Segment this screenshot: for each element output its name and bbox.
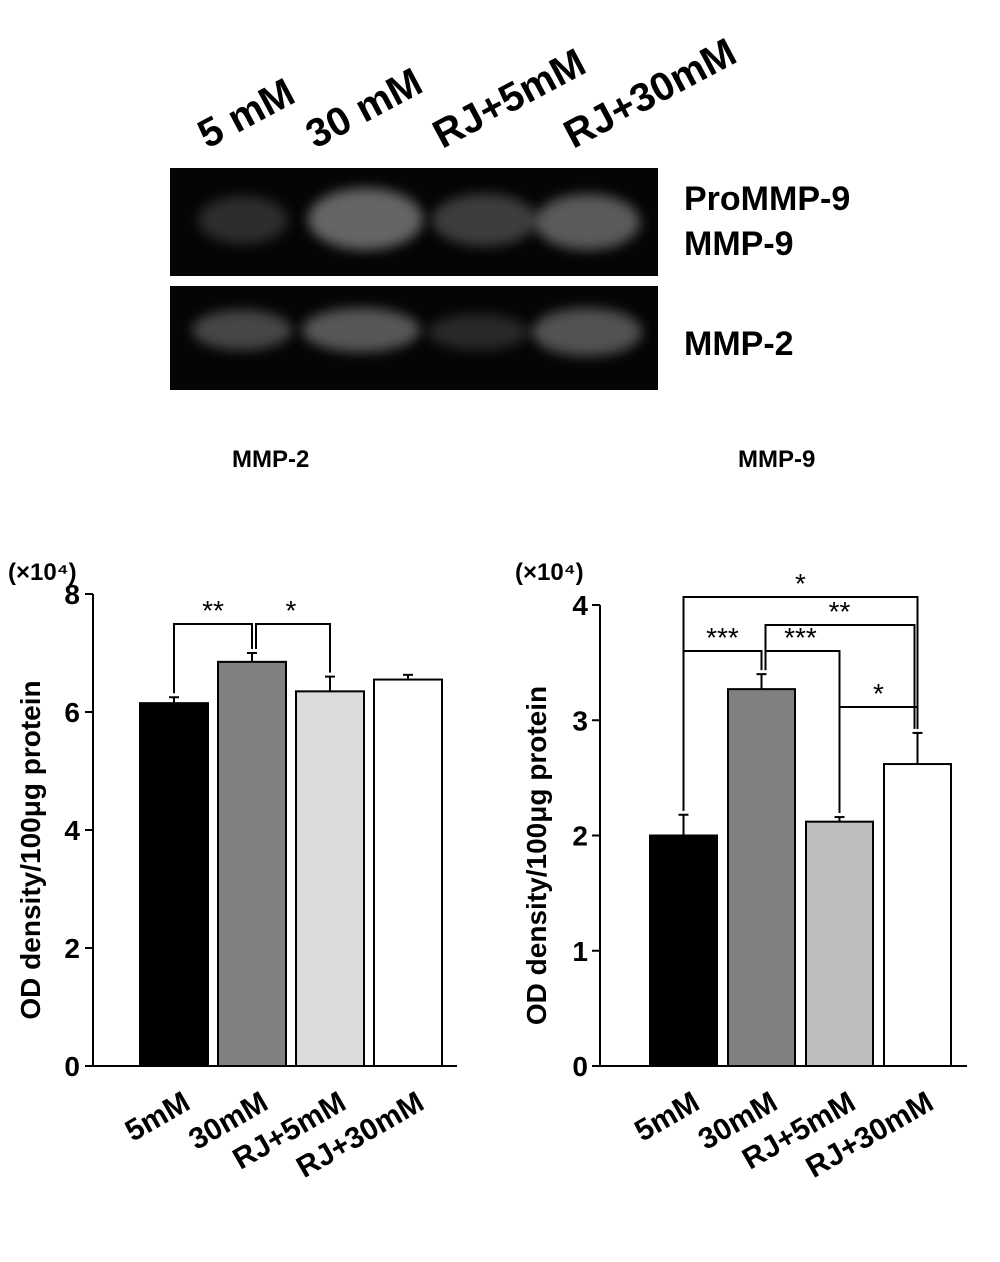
bar-RJ+30mM bbox=[883, 763, 952, 1067]
bar-30mM bbox=[217, 660, 287, 1067]
y-tick-label: 6 bbox=[64, 697, 80, 728]
gel-band bbox=[428, 314, 528, 350]
y-unit-label: (×10⁴) bbox=[8, 559, 77, 586]
significance-label: * bbox=[286, 595, 297, 626]
y-tick-label: 1 bbox=[572, 936, 588, 967]
bar-RJ+5mM bbox=[805, 820, 874, 1067]
significance-bracket bbox=[682, 650, 763, 811]
y-unit-label: (×10⁴) bbox=[515, 559, 584, 586]
gel-band bbox=[198, 196, 288, 244]
chart-title-mmp9: MMP-9 bbox=[738, 446, 816, 473]
y-tick-label: 8 bbox=[64, 579, 80, 610]
significance-label: *** bbox=[706, 622, 739, 653]
band-label-mmp2: MMP-2 bbox=[684, 325, 794, 363]
gel-band bbox=[308, 188, 423, 250]
bar-RJ+5mM bbox=[295, 690, 365, 1067]
significance-bracket bbox=[838, 706, 919, 814]
gel-band bbox=[192, 310, 292, 350]
significance-label: *** bbox=[784, 622, 817, 653]
gel-band bbox=[532, 308, 642, 356]
significance-label: ** bbox=[202, 595, 224, 626]
y-tick-label: 0 bbox=[572, 1051, 588, 1082]
y-tick-label: 4 bbox=[64, 815, 80, 846]
y-tick-label: 3 bbox=[572, 705, 588, 736]
y-tick-label: 2 bbox=[64, 933, 80, 964]
y-tick-label: 0 bbox=[64, 1051, 80, 1082]
significance-bracket bbox=[764, 624, 916, 729]
gel-band bbox=[432, 194, 537, 246]
y-tick-label: 4 bbox=[572, 590, 588, 621]
bar-30mM bbox=[727, 688, 796, 1067]
significance-bracket bbox=[173, 623, 253, 694]
y-tick-label: 2 bbox=[572, 821, 588, 852]
category-label: 5mM bbox=[629, 1085, 705, 1148]
band-label-prommp9: ProMMP-9 bbox=[684, 180, 851, 218]
band-label-mmp9: MMP-9 bbox=[684, 225, 794, 263]
chart-title-mmp2: MMP-2 bbox=[232, 446, 310, 473]
gel-top-panel bbox=[170, 168, 658, 276]
y-axis-label: OD density/100μg protein bbox=[15, 680, 46, 1019]
y-axis-label: OD density/100μg protein bbox=[521, 686, 552, 1025]
gel-band bbox=[535, 194, 640, 250]
significance-bracket bbox=[255, 623, 331, 673]
gel-bottom-panel bbox=[170, 286, 658, 390]
gel-band bbox=[302, 308, 420, 352]
significance-label: ** bbox=[829, 596, 851, 627]
significance-label: * bbox=[795, 568, 806, 599]
significance-label: * bbox=[873, 678, 884, 709]
bar-5mM bbox=[649, 834, 718, 1067]
